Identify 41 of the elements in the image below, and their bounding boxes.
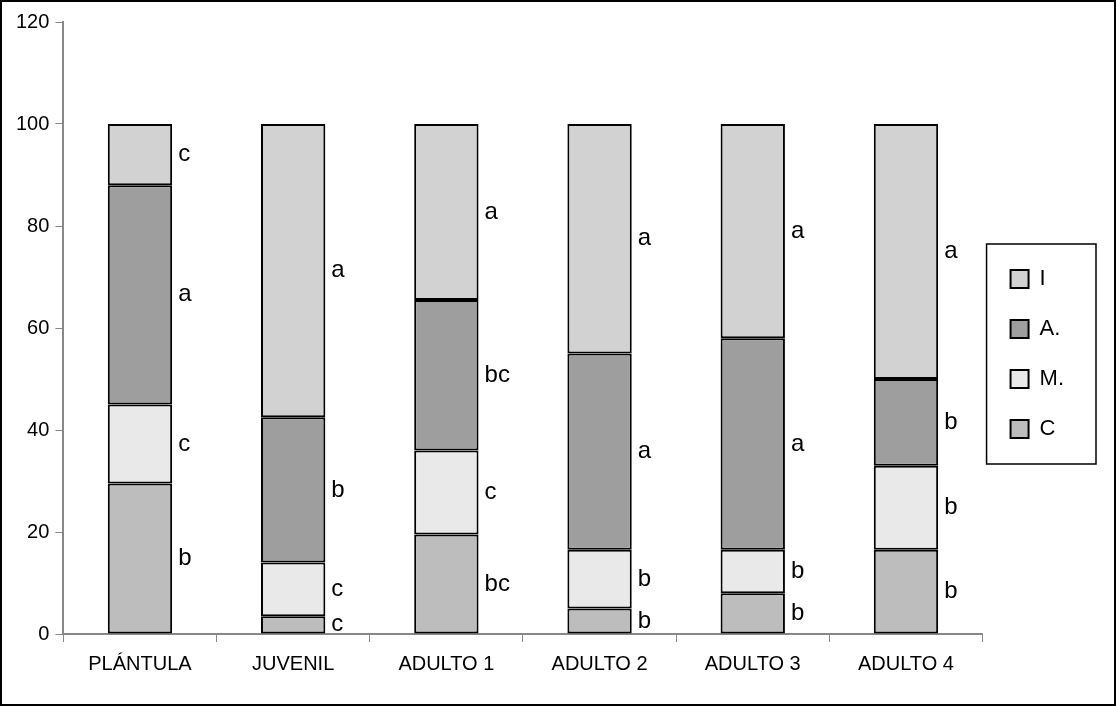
annotation: bc [484, 359, 510, 387]
annotation: c [331, 574, 344, 601]
annotation: b [944, 406, 958, 434]
y-tick-label: 20 [27, 519, 50, 542]
x-tick-label: ADULTO 3 [704, 651, 801, 674]
y-tick-label: 0 [38, 621, 50, 644]
annotation: b [637, 563, 652, 591]
annotation: b [944, 492, 958, 520]
annotation: c [178, 428, 191, 456]
y-tick-label: 40 [27, 417, 50, 440]
annotation: b [790, 556, 805, 584]
annotation: a [637, 223, 652, 251]
y-tick-label: 120 [15, 9, 50, 32]
annotation: c [178, 139, 191, 167]
annotation: b [331, 474, 345, 502]
annotation: b [944, 576, 958, 604]
y-tick-label: 100 [15, 111, 50, 134]
annotation: c [331, 609, 344, 637]
annotation: a [790, 215, 805, 243]
annotation: b [637, 605, 652, 633]
x-tick-label: ADULTO 2 [551, 651, 648, 674]
annotation: bc [484, 568, 510, 596]
annotation: b [790, 597, 805, 625]
annotation: a [944, 236, 959, 264]
x-tick-label: ADULTO 4 [857, 651, 954, 674]
annotation: a [484, 196, 499, 224]
legend-label: M. [1039, 365, 1065, 391]
annotation: a [790, 428, 805, 456]
annotation: a [331, 255, 346, 283]
legend-label: A. [1039, 315, 1061, 341]
annotation: a [637, 436, 652, 464]
y-tick-label: 60 [27, 315, 50, 338]
annotation: a [178, 279, 193, 307]
x-tick-label: PLÁNTULA [88, 651, 193, 674]
x-tick-label: ADULTO 1 [398, 651, 495, 674]
legend-label: C [1039, 415, 1056, 441]
legend-label: I [1039, 265, 1046, 291]
annotation: b [178, 543, 192, 571]
x-tick-label: JUVENIL [252, 651, 335, 674]
y-tick-label: 80 [27, 213, 50, 236]
annotation: c [484, 477, 497, 505]
